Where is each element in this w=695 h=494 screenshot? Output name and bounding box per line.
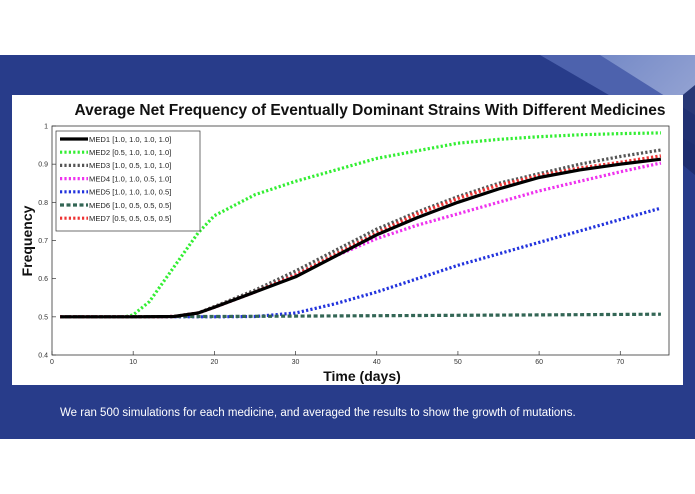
legend-label: MED5 [1.0, 1.0, 1.0, 0.5] xyxy=(89,188,171,197)
y-tick-label: 0.7 xyxy=(38,238,48,245)
y-tick-label: 0.9 xyxy=(38,162,48,169)
x-tick-label: 30 xyxy=(292,359,300,366)
legend-label: MED2 [0.5, 1.0, 1.0, 1.0] xyxy=(89,148,171,157)
series-line-med5 xyxy=(60,206,662,319)
series-line-med3 xyxy=(60,148,662,319)
legend-label: MED1 [1.0, 1.0, 1.0, 1.0] xyxy=(89,135,171,144)
x-tick-label: 40 xyxy=(373,359,381,366)
axis-ticks: 0 10 20 30 40 50 60 70 0.4 0.5 0.6 0.7 0.8 0.9 1 xyxy=(38,124,624,367)
y-tick-label: 0.6 xyxy=(38,276,48,283)
x-tick-label: 0 xyxy=(50,359,54,366)
chart-title: Average Net Frequency of Eventually Domi… xyxy=(75,102,666,119)
x-tick-label: 50 xyxy=(454,359,462,366)
series-line-med1 xyxy=(60,157,662,319)
legend: MED1 [1.0, 1.0, 1.0, 1.0] MED2 [0.5, 1.0,… xyxy=(55,130,201,232)
line-chart: Average Net Frequency of Eventually Domi… xyxy=(19,102,670,384)
legend-label: MED6 [1.0, 0.5, 0.5, 0.5] xyxy=(89,201,171,210)
chart-panel: Average Net Frequency of Eventually Domi… xyxy=(12,95,683,385)
y-tick-label: 0.4 xyxy=(38,353,48,360)
y-axis-label: Frequency xyxy=(19,205,35,276)
series-line-med2 xyxy=(60,131,661,319)
y-tick-label: 0.5 xyxy=(38,314,48,321)
legend-label: MED7 [0.5, 0.5, 0.5, 0.5] xyxy=(89,214,171,223)
x-tick-label: 70 xyxy=(616,359,624,366)
legend-label: MED3 [1.0, 0.5, 1.0, 1.0] xyxy=(89,161,171,170)
x-tick-label: 20 xyxy=(210,359,218,366)
series-lines xyxy=(60,131,662,319)
series-line-med4 xyxy=(60,161,662,319)
legend-label: MED4 [1.0, 1.0, 0.5, 1.0] xyxy=(89,174,171,183)
legend-box xyxy=(55,130,201,232)
y-tick-label: 1 xyxy=(44,124,48,131)
x-tick-label: 10 xyxy=(129,359,137,366)
x-tick-label: 60 xyxy=(535,359,543,366)
x-axis-label: Time (days) xyxy=(323,368,401,384)
slide-caption: We ran 500 simulations for each medicine… xyxy=(60,407,576,419)
y-tick-label: 0.8 xyxy=(38,200,48,207)
